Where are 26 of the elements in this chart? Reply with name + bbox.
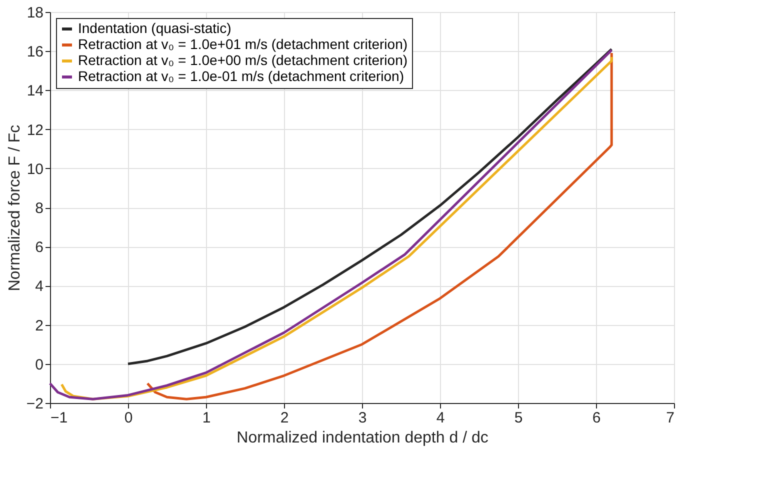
y-tick-label: 16 (26, 44, 44, 61)
x-tick-label: 1 (202, 410, 211, 426)
y-tick-label: 0 (35, 356, 44, 374)
legend-label: Retraction at v₀ = 1.0e+01 m/s (detachment criterion) (78, 36, 408, 52)
y-tick-label: 12 (26, 122, 44, 139)
y-tick-label: 10 (26, 160, 44, 178)
y-tick-label: 8 (35, 200, 44, 217)
x-tick-label: 7 (666, 410, 674, 426)
x-tick-label: 5 (514, 410, 523, 426)
y-tick-label: 18 (26, 4, 44, 22)
y-tick-label: 14 (26, 82, 44, 100)
x-tick-label: 6 (592, 410, 601, 426)
x-tick-label: 4 (436, 410, 445, 426)
legend-label: Indentation (quasi-static) (78, 20, 232, 36)
legend-label: Retraction at v₀ = 1.0e-01 m/s (detachment criterion) (78, 68, 404, 84)
x-tick-label: 3 (358, 410, 367, 426)
y-tick-label: 6 (35, 239, 44, 256)
x-tick-label: 0 (124, 410, 133, 426)
x-axis-title: Normalized indentation depth d / dc (236, 430, 488, 446)
y-axis-title: Normalized force F / Fc (6, 124, 24, 292)
y-tick-label: 4 (35, 278, 44, 296)
x-tick-label: −1 (50, 410, 68, 426)
y-tick-label: −2 (26, 396, 44, 412)
y-tick-label: 2 (35, 317, 44, 334)
x-tick-label: 2 (280, 410, 289, 426)
legend-label: Retraction at v₀ = 1.0e+00 m/s (detachment criterion) (78, 52, 408, 68)
